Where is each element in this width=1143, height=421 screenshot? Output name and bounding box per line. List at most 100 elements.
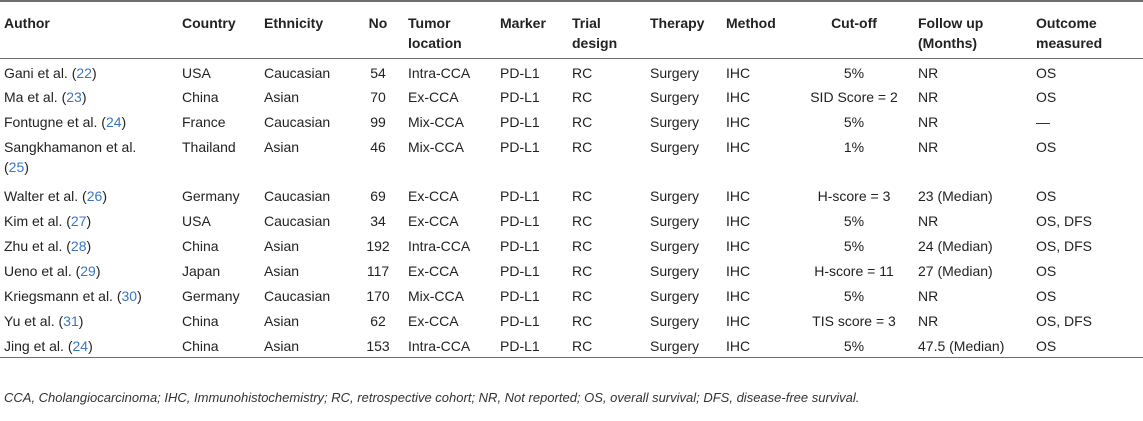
author-close-paren: ) (95, 263, 101, 279)
reference-link[interactable]: 25 (8, 159, 25, 175)
cell-no: 54 (370, 64, 386, 81)
cell-cut-off: 5% (794, 332, 914, 358)
column-header-country: Country (178, 0, 260, 59)
cell-no: 69 (370, 188, 386, 204)
reference-link[interactable]: 22 (76, 64, 92, 81)
cell-cut-off: H-score = 11 (814, 263, 894, 279)
cell-country: Japan (182, 263, 221, 279)
cell-tumor-location: Mix-CCA (408, 288, 464, 304)
cell-therapy: Surgery (650, 114, 700, 130)
table-row: Yu et al. (31) China Asian 62 Ex-CCA PD-L1 RC S… (0, 307, 1143, 332)
cell-trial-design: RC (572, 288, 593, 304)
cell-author: Ueno et al. (29) (0, 257, 178, 282)
author-name: Gani et al. ( (4, 64, 77, 81)
cell-country: France (182, 114, 226, 130)
cell-trial-design: RC (572, 238, 593, 254)
cell-follow-up: NR (918, 89, 939, 105)
cell-ethnicity: Asian (264, 89, 300, 105)
column-header-cut-off: Cut-off (794, 0, 914, 59)
reference-link[interactable]: 24 (105, 114, 122, 130)
column-header-no: No (352, 0, 404, 59)
cell-therapy: Surgery (650, 263, 700, 279)
cell-ethnicity: Caucasian (264, 114, 331, 130)
cell-author: Fontugne et al. (24) (0, 108, 178, 133)
cell-follow-up: NR (918, 114, 939, 130)
reference-link[interactable]: 30 (121, 288, 138, 304)
cell-outcome: OS, DFS (1036, 213, 1093, 229)
author-close-paren: ) (91, 64, 97, 81)
cell-tumor-location: Ex-CCA (408, 313, 459, 329)
reference-link[interactable]: 29 (80, 263, 96, 279)
cell-country: Germany (182, 188, 240, 204)
table-row: Ma et al. (23) China Asian 70 Ex-CCA PD-L1 RC S… (0, 83, 1143, 108)
cell-outcome: OS (1036, 263, 1057, 279)
author-close-paren: ) (81, 89, 87, 105)
cell-follow-up: 27 (Median) (918, 263, 993, 279)
reference-link[interactable]: 31 (63, 313, 79, 329)
cell-no: 192 (366, 238, 390, 254)
cell-outcome: OS (1036, 89, 1057, 105)
cell-follow-up: 24 (Median) (918, 238, 993, 254)
cell-marker: PD-L1 (500, 213, 540, 229)
cell-marker: PD-L1 (500, 263, 540, 279)
cell-follow-up: NR (918, 139, 939, 155)
cell-follow-up: 47.5 (Median) (914, 332, 1032, 358)
cell-tumor-location: Intra-CCA (404, 332, 496, 358)
cell-method: IHC (726, 89, 751, 105)
cell-therapy: Surgery (650, 64, 700, 81)
reference-link[interactable]: 23 (66, 89, 82, 105)
cell-country: China (182, 313, 219, 329)
cell-country: Germany (182, 288, 240, 304)
cell-outcome: OS (1036, 64, 1057, 81)
cell-cut-off: 1% (843, 139, 865, 155)
cell-cut-off: 5% (843, 238, 865, 254)
cell-marker: PD-L1 (500, 114, 540, 130)
cell-cut-off: H-score = 3 (817, 188, 891, 204)
cell-cut-off: TIS score = 3 (812, 313, 896, 329)
reference-link[interactable]: 28 (70, 238, 87, 254)
cell-tumor-location: Intra-CCA (408, 238, 471, 254)
cell-therapy: Surgery (650, 188, 700, 204)
cell-outcome: OS (1036, 139, 1057, 155)
study-characteristics-table: Author Country Ethnicity No Tumor locati… (0, 0, 1143, 358)
cell-no: 62 (370, 313, 386, 329)
author-name: Kim et al. ( (4, 213, 71, 229)
author-close-paren: ) (88, 338, 93, 354)
cell-trial-design: RC (572, 139, 593, 155)
cell-author: Gani et al. (22) (0, 58, 178, 83)
cell-marker: PD-L1 (500, 313, 540, 329)
table-row: Fontugne et al. (24) France Caucasian 99 Mix… (0, 108, 1143, 133)
column-header-tumor-location: Tumor location (404, 0, 496, 59)
author-name: Kriegsmann et al. ( (4, 288, 122, 304)
cell-trial-design: RC (572, 263, 593, 279)
cell-marker: PD-L1 (500, 188, 540, 204)
column-header-therapy: Therapy (646, 0, 722, 59)
table-row: Sangkhamanon et al. (25) Thailand Asian 46 M… (0, 133, 1143, 182)
cell-method: IHC (726, 213, 751, 229)
table-row: Kim et al. (27) USA Caucasian 34 Ex-CCA PD-L1… (0, 207, 1143, 232)
cell-therapy: Surgery (650, 288, 700, 304)
table-row: Jing et al. (24) China Asian 153 Intra-CCA PD… (0, 332, 1143, 358)
author-name: Ma et al. ( (4, 89, 67, 105)
cell-therapy: Surgery (650, 213, 700, 229)
column-header-outcome: Outcome measured (1032, 0, 1143, 59)
reference-link[interactable]: 27 (70, 213, 87, 229)
author-close-paren: ) (24, 159, 29, 175)
cell-tumor-location: Mix-CCA (408, 139, 464, 155)
cell-no: 153 (352, 332, 404, 358)
table-row: Walter et al. (26) Germany Caucasian 69 Ex-C… (0, 182, 1143, 207)
reference-link[interactable]: 24 (72, 338, 89, 354)
author-name: Ueno et al. ( (4, 263, 81, 279)
cell-cut-off: SID Score = 2 (810, 89, 898, 105)
header-row: Author Country Ethnicity No Tumor locati… (0, 0, 1143, 59)
cell-method: IHC (726, 64, 751, 81)
cell-marker: PD-L1 (500, 139, 540, 155)
cell-tumor-location: Ex-CCA (408, 89, 459, 105)
cell-marker: PD-L1 (500, 238, 540, 254)
reference-link[interactable]: 26 (86, 188, 103, 204)
cell-trial-design: RC (572, 313, 593, 329)
cell-country: USA (182, 64, 211, 81)
cell-method: IHC (726, 114, 751, 130)
cell-therapy: Surgery (650, 313, 700, 329)
